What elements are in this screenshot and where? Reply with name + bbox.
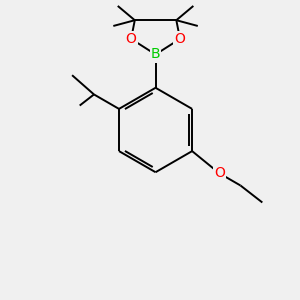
Text: O: O (126, 32, 136, 46)
Text: O: O (214, 166, 225, 180)
Text: O: O (175, 32, 185, 46)
Text: B: B (151, 47, 160, 61)
